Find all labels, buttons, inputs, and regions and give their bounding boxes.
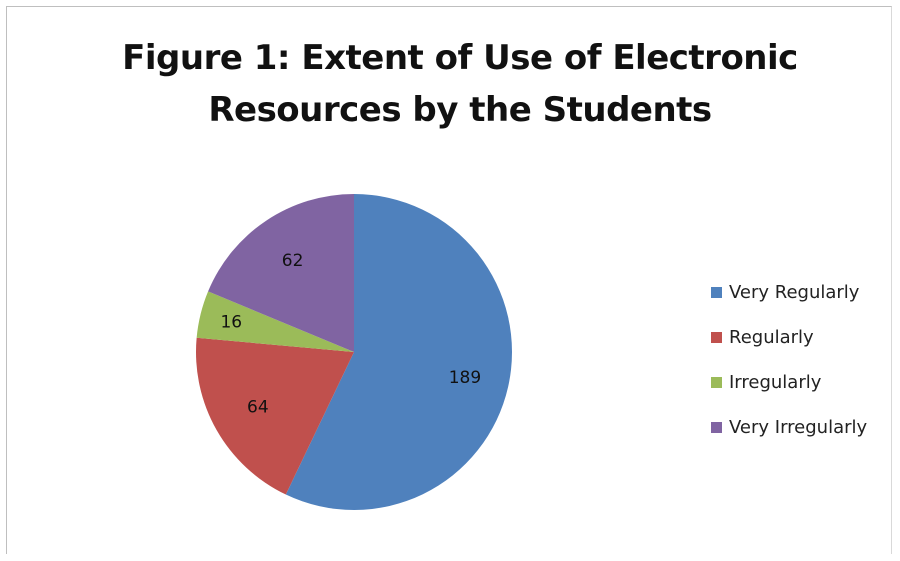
data-label-very-regularly: 189 [449, 368, 481, 388]
legend-label-very-irregularly: Very Irregularly [729, 417, 868, 438]
pie-slice-regularly [196, 337, 354, 495]
legend-label-very-regularly: Very Regularly [729, 282, 860, 303]
data-label-regularly: 64 [247, 398, 269, 418]
chart-title: Figure 1: Extent of Use of Electronic Re… [0, 32, 900, 136]
legend-item-very-regularly: Very Regularly [711, 270, 896, 315]
legend-label-regularly: Regularly [729, 327, 814, 348]
data-label-very-irregularly: 62 [282, 251, 304, 271]
legend: Very Regularly Regularly Irregularly Ver… [711, 270, 896, 450]
chart-title-line-2: Resources by the Students [208, 90, 712, 130]
legend-item-irregularly: Irregularly [711, 360, 896, 405]
legend-swatch-very-regularly [711, 287, 722, 298]
pie-slice-very-irregularly [208, 194, 354, 352]
pie-slice-very-regularly [285, 194, 513, 510]
legend-item-regularly: Regularly [711, 315, 896, 360]
chart-title-line-1: Figure 1: Extent of Use of Electronic [122, 38, 798, 78]
legend-item-very-irregularly: Very Irregularly [711, 405, 896, 450]
legend-label-irregularly: Irregularly [729, 372, 822, 393]
legend-swatch-irregularly [711, 377, 722, 388]
pie-slice-irregularly [196, 291, 354, 352]
data-label-irregularly: 16 [220, 313, 242, 333]
legend-swatch-regularly [711, 332, 722, 343]
legend-swatch-very-irregularly [711, 422, 722, 433]
